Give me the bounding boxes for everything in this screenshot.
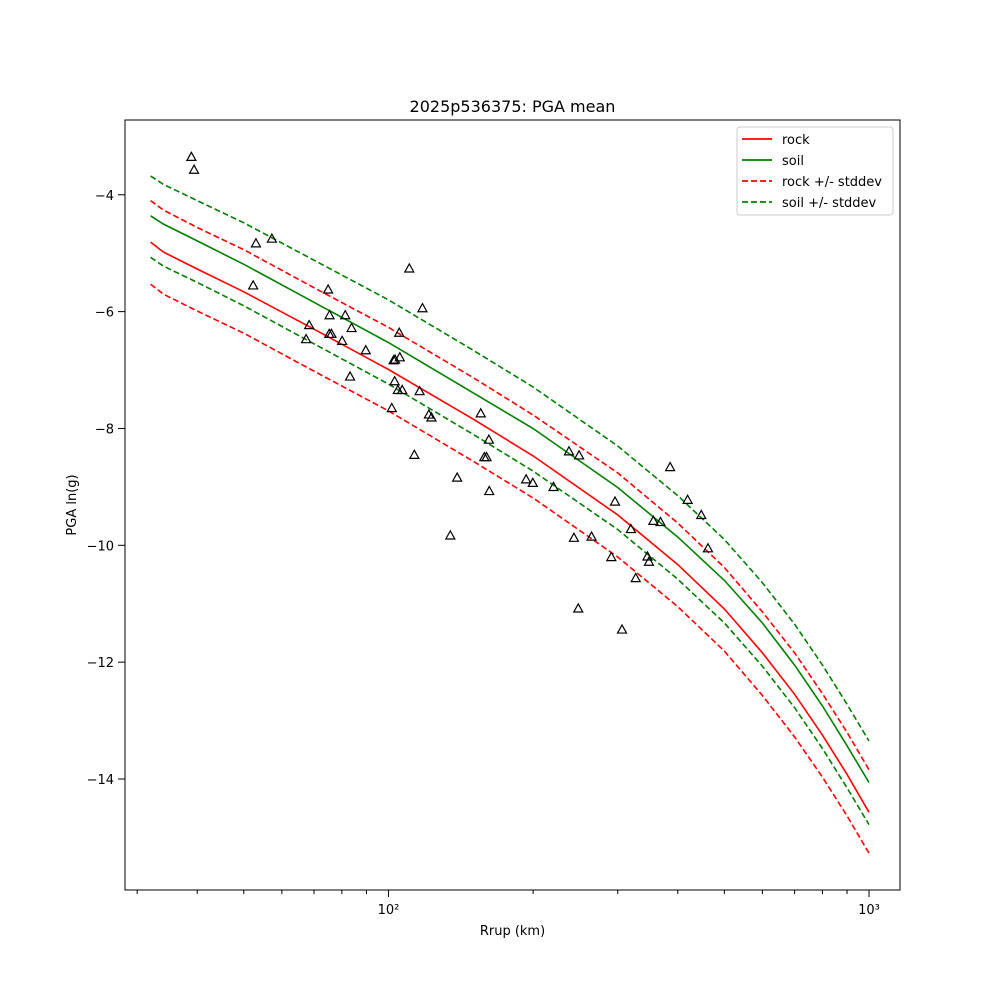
series-line-rock-stddev-2	[150, 199, 870, 771]
observation-point	[654, 516, 667, 527]
observation-point	[416, 302, 428, 313]
observation-point	[563, 445, 575, 456]
observation-point	[451, 471, 463, 482]
observation-point	[481, 451, 493, 462]
series-line-soil-stddev-4	[150, 175, 870, 742]
y-axis: −4 −6 −8 −10 −12 −14	[87, 189, 125, 788]
observation-point	[300, 333, 312, 344]
observation-point	[647, 515, 659, 525]
observation-point	[475, 407, 487, 418]
series-line-soil-stddev-5	[150, 256, 870, 826]
y-tick-label: −8	[95, 422, 114, 437]
observation-point	[664, 461, 676, 472]
observation-point	[346, 322, 358, 333]
observation-point	[682, 494, 694, 504]
observation-point	[396, 384, 408, 395]
observation-point	[605, 551, 617, 562]
observation-point	[547, 481, 560, 492]
observation-point	[247, 279, 259, 290]
legend-label-soil-stddev: soil +/- stddev	[782, 196, 877, 211]
y-tick-label: −4	[95, 189, 114, 204]
legend: rock soil rock +/- stddev soil +/- stddev	[736, 126, 894, 216]
y-axis-label: PGA ln(g)	[65, 474, 80, 535]
plot-area: 10² 10³ −4 −6 −8 −10 −12 −14	[87, 119, 901, 918]
observation-point	[695, 509, 707, 520]
x-axis: 10² 10³	[136, 890, 880, 918]
observation-point	[393, 326, 405, 337]
observation-point	[344, 370, 356, 381]
x-axis-label: Rrup (km)	[480, 924, 545, 939]
observation-point	[322, 283, 334, 294]
observation-point	[266, 232, 278, 243]
observation-point	[586, 530, 598, 541]
observation-point	[325, 328, 337, 339]
observation-point	[250, 237, 262, 248]
observation-point	[403, 262, 415, 273]
observation-point	[185, 151, 197, 162]
y-tick-label: −6	[95, 306, 114, 321]
observation-point	[444, 529, 456, 540]
y-tick-label: −14	[87, 773, 114, 788]
observation-point	[527, 477, 539, 487]
observation-point	[303, 319, 315, 330]
observation-point	[336, 335, 348, 346]
observation-point	[630, 572, 642, 583]
observation-point	[414, 385, 426, 396]
observation-point	[408, 449, 420, 459]
observation-point	[616, 623, 628, 634]
observation-point	[324, 309, 336, 320]
legend-label-rock-stddev: rock +/- stddev	[782, 175, 882, 190]
observation-point	[625, 523, 637, 534]
observation-point	[702, 542, 714, 553]
observation-point	[572, 602, 584, 613]
observation-point	[520, 473, 532, 484]
observation-point	[573, 449, 585, 460]
observation-point	[389, 375, 401, 386]
observation-point	[425, 411, 438, 422]
x-tick-label: 10³	[858, 903, 880, 918]
observation-point	[188, 163, 200, 174]
observation-point	[339, 309, 351, 320]
legend-label-rock: rock	[782, 133, 810, 148]
observation-point	[483, 433, 495, 444]
plot-frame	[124, 119, 901, 891]
observation-point	[386, 402, 398, 413]
legend-label-soil: soil	[782, 154, 804, 169]
y-tick-label: −12	[87, 656, 114, 671]
series-line-rock-stddev-3	[150, 283, 870, 854]
observation-point	[360, 344, 372, 355]
observations-layer	[185, 151, 714, 634]
observation-point	[389, 353, 401, 364]
observation-point	[483, 485, 495, 496]
series-line-rock-0	[150, 241, 870, 813]
observation-point	[568, 531, 580, 542]
observation-point	[394, 351, 406, 362]
x-tick-label: 10²	[378, 903, 400, 918]
observation-point	[609, 495, 621, 506]
y-tick-label: −10	[87, 539, 114, 554]
chart-title: 2025p536375: PGA mean	[410, 97, 616, 116]
legend-box	[736, 126, 894, 216]
observation-point	[643, 555, 655, 566]
